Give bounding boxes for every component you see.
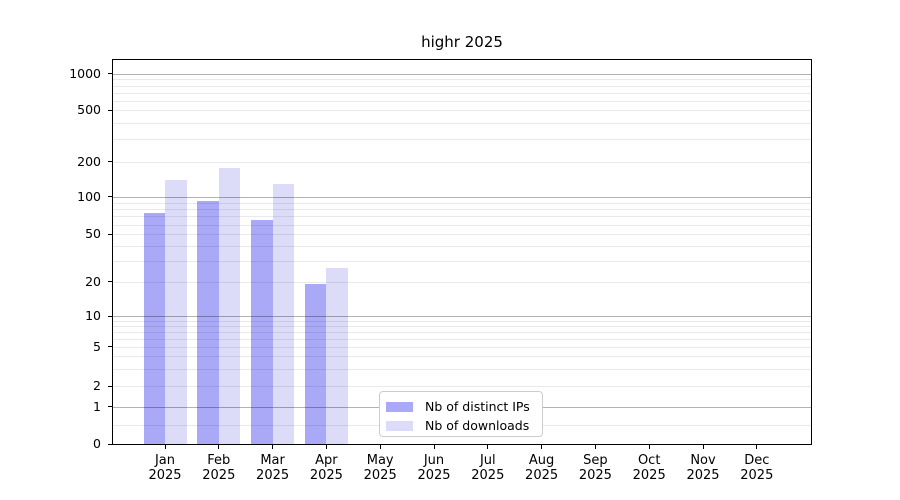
y-tick-label: 500 (77, 102, 101, 118)
x-tick-label-may: May 2025 (363, 453, 397, 483)
grid-line-minor (113, 122, 811, 124)
x-tick-label-aug: Aug 2025 (525, 453, 559, 483)
x-tick-mark (325, 445, 327, 449)
x-tick-mark (272, 445, 274, 449)
grid-line-minor (113, 356, 811, 358)
y-tick-mark (108, 281, 113, 283)
grid-line-major (113, 196, 811, 198)
bar-downloads (218, 168, 241, 444)
grid-line-minor (113, 224, 811, 226)
bar-downloads (326, 268, 348, 444)
grid-line-major (113, 73, 811, 75)
grid-line-minor (113, 338, 811, 340)
bar-downloads (272, 183, 295, 444)
grid-line-minor (113, 79, 811, 81)
grid-line-minor (113, 368, 811, 370)
y-tick-label: 1 (93, 398, 101, 414)
y-tick-mark (108, 73, 113, 75)
legend-row: Nb of distinct IPs (386, 397, 542, 416)
bar-downloads (165, 179, 187, 444)
grid-line-minor (113, 245, 811, 247)
y-tick-label: 5 (93, 338, 101, 354)
plot-area (112, 59, 812, 445)
x-tick-label-sep: Sep 2025 (578, 453, 612, 483)
grid-line-minor (113, 260, 811, 262)
legend-row: Nb of downloads (386, 416, 542, 435)
x-tick-mark (702, 445, 704, 449)
grid-line-minor (113, 208, 811, 210)
x-tick-label-apr: Apr 2025 (309, 453, 343, 483)
x-tick-mark (164, 445, 166, 449)
x-tick-mark (756, 445, 758, 449)
grid-line-minor (113, 202, 811, 204)
x-tick-label-dec: Dec 2025 (740, 453, 774, 483)
legend-label: Nb of distinct IPs (425, 399, 530, 414)
x-tick-mark (379, 445, 381, 449)
x-tick-mark (541, 445, 543, 449)
grid-line-minor (113, 386, 811, 388)
bar-distinct-ips (251, 220, 273, 444)
x-tick-mark (594, 445, 596, 449)
legend-label: Nb of downloads (425, 418, 530, 433)
grid-line-minor (113, 321, 811, 322)
x-tick-mark (487, 445, 489, 449)
y-tick-mark (108, 406, 113, 408)
y-tick-mark (108, 233, 113, 235)
x-tick-label-oct: Oct 2025 (632, 453, 666, 483)
y-tick-mark (108, 161, 113, 163)
y-tick-mark (108, 346, 113, 348)
y-tick-label: 50 (85, 226, 101, 242)
grid-line-minor (113, 161, 811, 163)
grid-line-minor (113, 92, 811, 94)
bar-distinct-ips (197, 200, 219, 444)
y-tick-label: 200 (77, 153, 101, 169)
legend-swatch-distinct-ips (386, 401, 413, 412)
chart-title: highr 2025 (421, 33, 503, 51)
x-tick-mark (218, 445, 220, 449)
y-tick-mark (108, 385, 113, 387)
legend: Nb of distinct IPs Nb of downloads (379, 391, 543, 437)
x-tick-mark (433, 445, 435, 449)
x-tick-label-mar: Mar 2025 (256, 453, 290, 483)
y-tick-label: 20 (85, 273, 101, 289)
bar-distinct-ips (304, 284, 327, 444)
grid-line-minor (113, 85, 811, 87)
grid-line-minor (113, 138, 811, 140)
x-tick-label-jan: Jan 2025 (148, 453, 182, 483)
y-tick-mark (108, 443, 113, 445)
y-tick-mark (108, 196, 113, 198)
grid-line-minor (113, 110, 811, 112)
x-tick-label-jul: Jul 2025 (471, 453, 505, 483)
grid-line-minor (113, 346, 811, 348)
x-tick-label-feb: Feb 2025 (202, 453, 236, 483)
x-tick-mark (648, 445, 650, 449)
grid-line-minor (113, 234, 811, 236)
grid-line-minor (113, 100, 811, 102)
grid-line-major (113, 316, 811, 318)
x-tick-label-jun: Jun 2025 (417, 453, 451, 483)
x-tick-label-nov: Nov 2025 (686, 453, 720, 483)
y-tick-label: 1000 (69, 65, 101, 81)
y-tick-label: 10 (85, 308, 101, 324)
y-tick-mark (108, 315, 113, 317)
grid-line-minor (113, 326, 811, 328)
y-tick-label: 0 (93, 436, 101, 451)
grid-line-minor (113, 331, 811, 333)
bar-distinct-ips (143, 213, 165, 444)
y-tick-label: 2 (93, 378, 101, 394)
y-tick-label: 100 (77, 188, 101, 204)
y-tick-mark (108, 109, 113, 111)
grid-line-minor (113, 216, 811, 218)
legend-swatch-downloads (386, 420, 413, 431)
grid-line-minor (113, 281, 811, 283)
